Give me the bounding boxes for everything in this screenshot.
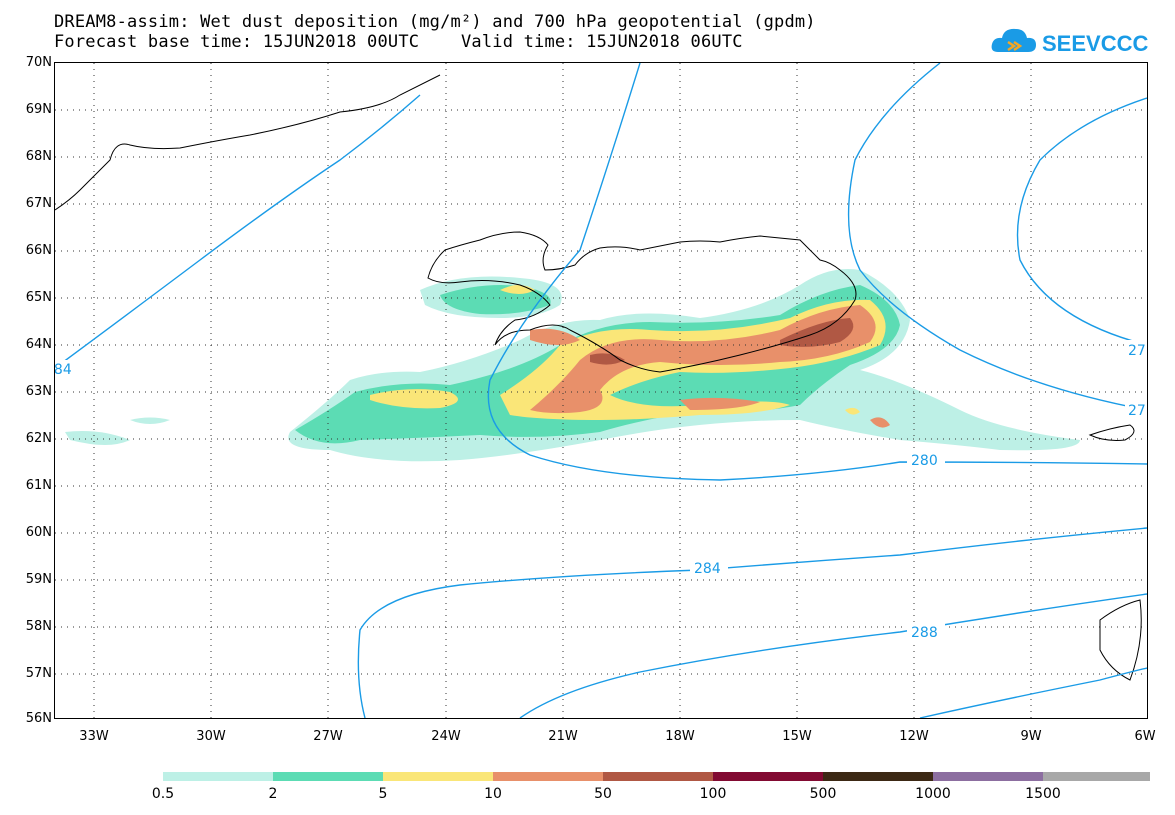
graticule [55, 63, 1147, 718]
colorbar-label: 10 [484, 786, 502, 802]
lon-label: 12W [899, 729, 929, 744]
colorbar-swatch [713, 772, 823, 781]
map-frame [54, 62, 1148, 719]
colorbar-swatch [823, 772, 933, 781]
colorbar-label: 1000 [915, 786, 951, 802]
lat-label: 63N [25, 384, 52, 399]
lat-label: 68N [25, 149, 52, 164]
lat-label: 56N [25, 711, 52, 726]
lat-label: 69N [25, 102, 52, 117]
lat-label: 61N [25, 478, 52, 493]
contour-label-280: 280 [911, 453, 938, 469]
lon-label: 6W [1134, 729, 1156, 744]
map-subtitle: Forecast base time: 15JUN2018 00UTC Vali… [54, 32, 743, 52]
colorbar-label: 1500 [1025, 786, 1061, 802]
lat-label: 60N [25, 525, 52, 540]
cloud-logo-icon: SEEVCCC [991, 28, 1148, 56]
logo-text: SEEVCCC [1042, 31, 1148, 56]
lat-label: 62N [25, 431, 52, 446]
lat-label: 65N [25, 290, 52, 305]
colorbar-swatch [163, 772, 273, 781]
map-title: DREAM8-assim: Wet dust deposition (mg/m²… [54, 12, 816, 32]
lat-label: 59N [25, 572, 52, 587]
dust-deposition-field [65, 269, 1080, 462]
lat-label: 64N [25, 337, 52, 352]
colorbar-label: 0.5 [151, 786, 175, 802]
lat-label: 70N [25, 55, 52, 70]
colorbar-swatch [493, 772, 603, 781]
lat-label: 58N [25, 619, 52, 634]
lon-label: 21W [548, 729, 578, 744]
lon-label: 30W [196, 729, 226, 744]
contour-label-27b: 27 [1128, 403, 1146, 419]
lat-label: 67N [25, 196, 52, 211]
lon-label: 24W [431, 729, 461, 744]
lon-label: 18W [665, 729, 695, 744]
colorbar-label: 5 [378, 786, 388, 802]
contour-label-284-left: 284 [45, 362, 72, 378]
colorbar-label: 50 [594, 786, 612, 802]
lat-label: 57N [25, 666, 52, 681]
lon-label: 15W [782, 729, 812, 744]
colorbar-label: 100 [699, 786, 727, 802]
colorbar-swatch [273, 772, 383, 781]
lon-label: 9W [1020, 729, 1042, 744]
colorbar-swatch [383, 772, 493, 781]
coastlines [55, 74, 1142, 681]
seevccc-logo: SEEVCCC [990, 20, 1150, 60]
lat-label: 66N [25, 243, 52, 258]
lon-label: 33W [79, 729, 109, 744]
colorbar-label: 2 [268, 786, 278, 802]
contour-label-288: 288 [911, 625, 938, 641]
contour-label-284: 284 [694, 561, 721, 577]
colorbar-label: 500 [809, 786, 837, 802]
lon-label: 27W [313, 729, 343, 744]
contour-label-27a: 27 [1128, 343, 1146, 359]
colorbar-swatch [603, 772, 713, 781]
colorbar-swatch [933, 772, 1043, 781]
colorbar-swatch [1043, 772, 1150, 781]
